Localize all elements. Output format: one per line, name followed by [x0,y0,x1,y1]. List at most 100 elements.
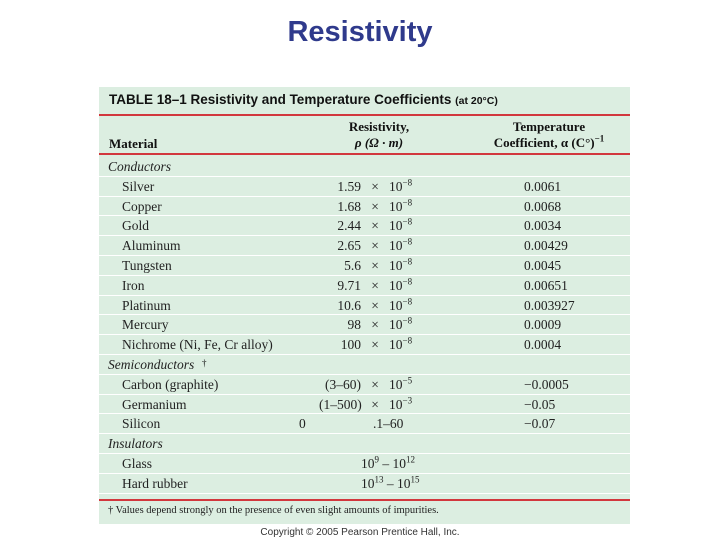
material-cell: Platinum [122,297,171,313]
coefficient-cell: 0.00429 [524,238,568,254]
table-row: Silicon 0 .1–60 −0.07 [99,414,630,435]
table-row: Silver 1.59 × 10−8 0.0061 [99,177,630,197]
header-material: Material [109,136,158,151]
resistivity-exponent: −5 [402,375,413,386]
material-cell: Silicon [122,416,161,432]
resistivity-base: 10 [389,376,403,392]
range-high-base: 10 [392,455,407,471]
range-high-base: 10 [397,475,411,491]
coefficient-cell: 0.0068 [524,198,562,214]
resistivity-mantissa: 2.65 [337,238,361,254]
range-dash: – [386,475,394,491]
header-bottom-rule [99,153,630,155]
resistivity-base: 10 [389,257,403,273]
table-row: Mercury 98 × 10−8 0.0009 [99,315,630,336]
resistivity-mantissa: 2.44 [337,218,361,234]
section-row: Conductors [99,157,630,177]
resistivity-cell: 1.68 × 10−8 [319,197,459,216]
table-row: Iron 9.71 × 10−8 0.00651 [99,276,630,296]
range-low-exponent: 9 [374,454,380,465]
table-row: Hard rubber 1013 – 1015 [99,474,630,494]
resistivity-cell: 2.44 × 10−8 [319,216,459,235]
resistivity-exponent: −8 [402,256,413,267]
resistivity-cell: 100 × 10−8 [319,335,459,354]
table-row: Copper 1.68 × 10−8 0.0068 [99,197,630,217]
resistivity-cell: 9.71 × 10−8 [319,276,459,295]
resistivity-cell: .1–60 [373,416,404,432]
resistivity-mantissa: 100 [340,337,361,353]
table-row: Platinum 10.6 × 10−8 0.003927 [99,296,630,316]
table-row: Gold 2.44 × 10−8 0.0034 [99,216,630,237]
coefficient-cell: −0.05 [524,396,556,412]
resistivity-base: 10 [389,218,403,234]
table-body: Conductors Silver 1.59 × 10−8 0.0061 Copper 1.6… [99,157,630,494]
header-resistivity: Resistivity, ρ (Ω · m) [324,119,434,151]
material-cell: Iron [122,277,145,293]
table-caption-sub: (at 20°C) [455,95,498,107]
table-row: Carbon (graphite) (3–60) × 10−5 −0.0005 [99,375,630,395]
header-coefficient-line1: Temperature [512,119,586,134]
times-sign: × [371,396,379,412]
resistivity-mantissa: 10.6 [337,297,361,313]
table-row: Tungsten 5.6 × 10−8 0.0045 [99,256,630,276]
resistivity-cell: 5.6 × 10−8 [319,256,459,275]
material-cell: Nichrome (Ni, Fe, Cr alloy) [122,337,273,353]
range-low-base: 10 [361,475,375,491]
times-sign: × [371,376,379,392]
resistivity-mantissa: 1.59 [337,178,361,194]
table-row: Aluminum 2.65 × 10−8 0.00429 [99,236,630,256]
range-low-base: 10 [361,455,375,471]
resistivity-exponent: −8 [402,276,413,287]
coefficient-cell: 0.0009 [524,317,562,333]
table-caption-title: TABLE 18–1 Resistivity and Temperature C… [109,92,452,107]
slide-title: Resistivity [287,16,433,48]
times-sign: × [371,218,379,234]
material-cell: Insulators [108,436,163,452]
material-cell: Semiconductors [108,356,195,372]
copyright-notice: Copyright © 2005 Pearson Prentice Hall, … [260,527,460,538]
section-row: Insulators [99,434,630,454]
range-low-exponent: 13 [374,474,384,485]
times-sign: × [371,198,379,214]
material-cell: Mercury [122,317,169,333]
header-resistivity-line2: ρ (Ω · m) [354,135,404,150]
resistivity-mantissa: (3–60) [325,376,361,392]
range-dash: – [382,455,390,471]
header-coefficient: Temperature Coefficient, α (C°)−1 [479,119,619,151]
resistivity-exponent: −8 [402,335,413,346]
resistivity-base: 10 [389,277,403,293]
times-sign: × [371,277,379,293]
coefficient-cell: 0.0061 [524,178,562,194]
material-cell: Germanium [122,396,187,412]
header-resistivity-line1: Resistivity, [348,119,410,134]
resistivity-base: 10 [389,317,403,333]
resistivity-base: 10 [389,396,403,412]
resistivity-mantissa: (1–500) [319,396,362,412]
resistivity-cell: 98 × 10−8 [319,315,459,334]
range-high-exponent: 12 [406,454,415,465]
material-cell: Silver [122,178,155,194]
resistivity-cell: 1.59 × 10−8 [319,177,459,196]
resistivity-cell: 109 – 1012 [361,454,415,473]
coefficient-cell: 0.003927 [524,297,575,313]
times-sign: × [371,317,379,333]
resistivity-base: 10 [389,337,403,353]
times-sign: × [371,257,379,273]
resistivity-base: 10 [389,297,403,313]
resistivity-base: 10 [389,238,403,254]
resistivity-cell: 10.6 × 10−8 [319,296,459,315]
coefficient-cell: 0.0034 [524,218,562,234]
header-coefficient-line2: Coefficient, α (C°) [493,135,595,150]
times-sign: × [371,238,379,254]
material-cell: Copper [122,198,162,214]
times-sign: × [371,337,379,353]
table-row: Glass 109 – 1012 [99,454,630,474]
times-sign: × [371,178,379,194]
material-cell: Glass [122,455,152,471]
table-row: Nichrome (Ni, Fe, Cr alloy) 100 × 10−8 0.000… [99,335,630,355]
resistivity-cell: 2.65 × 10−8 [319,236,459,255]
material-cell: Carbon (graphite) [122,376,219,392]
material-cell: Tungsten [122,257,172,273]
resistivity-exponent: −8 [402,236,413,247]
resistivity-cell: (3–60) × 10−5 [319,375,459,394]
